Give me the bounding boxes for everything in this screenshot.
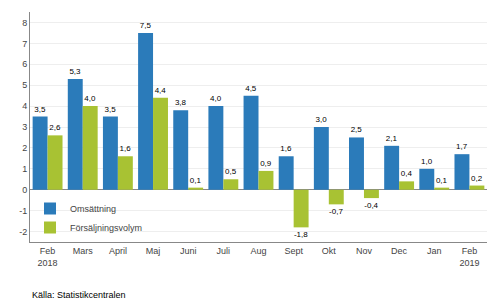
svg-text:5,3: 5,3 bbox=[69, 67, 81, 76]
svg-text:0,9: 0,9 bbox=[260, 159, 272, 168]
svg-text:-0,4: -0,4 bbox=[364, 201, 378, 210]
svg-text:Nov: Nov bbox=[356, 246, 373, 256]
svg-text:3: 3 bbox=[22, 122, 27, 132]
svg-text:0,1: 0,1 bbox=[436, 176, 448, 185]
svg-text:4,4: 4,4 bbox=[155, 86, 167, 95]
svg-text:Sept: Sept bbox=[284, 246, 303, 256]
svg-text:2,6: 2,6 bbox=[49, 123, 61, 132]
svg-text:3,5: 3,5 bbox=[105, 105, 117, 114]
svg-text:Juli: Juli bbox=[217, 246, 231, 256]
svg-text:2,1: 2,1 bbox=[386, 134, 398, 143]
svg-text:0,2: 0,2 bbox=[471, 174, 483, 183]
svg-text:Aug: Aug bbox=[250, 246, 266, 256]
svg-text:1,6: 1,6 bbox=[120, 144, 132, 153]
svg-text:Maj: Maj bbox=[146, 246, 161, 256]
svg-text:7: 7 bbox=[22, 39, 27, 49]
svg-text:Försäljningsvolym: Försäljningsvolym bbox=[70, 223, 142, 233]
svg-text:Mars: Mars bbox=[73, 246, 93, 256]
svg-text:0,4: 0,4 bbox=[401, 169, 413, 178]
svg-text:7,5: 7,5 bbox=[140, 21, 152, 30]
svg-text:2,5: 2,5 bbox=[351, 125, 363, 134]
svg-text:-1: -1 bbox=[19, 206, 27, 216]
svg-text:1,0: 1,0 bbox=[421, 157, 433, 166]
svg-text:4,0: 4,0 bbox=[84, 94, 96, 103]
svg-text:4,0: 4,0 bbox=[210, 94, 222, 103]
svg-text:-2: -2 bbox=[19, 227, 27, 237]
svg-text:0,5: 0,5 bbox=[225, 167, 237, 176]
svg-text:3,5: 3,5 bbox=[34, 105, 46, 114]
svg-text:5: 5 bbox=[22, 80, 27, 90]
svg-text:0,1: 0,1 bbox=[190, 176, 202, 185]
svg-text:Feb2019: Feb2019 bbox=[459, 246, 479, 268]
svg-text:Feb2018: Feb2018 bbox=[38, 246, 58, 268]
svg-text:1,6: 1,6 bbox=[280, 144, 292, 153]
svg-text:-1,8: -1,8 bbox=[294, 230, 308, 239]
svg-text:Okt: Okt bbox=[322, 246, 337, 256]
svg-text:-0,7: -0,7 bbox=[329, 207, 343, 216]
svg-text:0: 0 bbox=[22, 185, 27, 195]
svg-text:8: 8 bbox=[22, 18, 27, 28]
svg-text:Jan: Jan bbox=[427, 246, 442, 256]
svg-text:4,5: 4,5 bbox=[245, 84, 257, 93]
svg-text:3,0: 3,0 bbox=[316, 115, 328, 124]
svg-text:1: 1 bbox=[22, 164, 27, 174]
svg-text:3,8: 3,8 bbox=[175, 98, 187, 107]
svg-text:2: 2 bbox=[22, 143, 27, 153]
svg-text:Dec: Dec bbox=[391, 246, 408, 256]
svg-text:4: 4 bbox=[22, 101, 27, 111]
svg-text:Källa: Statistikcentralen: Källa: Statistikcentralen bbox=[32, 290, 126, 300]
svg-text:April: April bbox=[109, 246, 127, 256]
svg-text:Juni: Juni bbox=[180, 246, 197, 256]
svg-text:1,7: 1,7 bbox=[456, 142, 468, 151]
svg-text:Omsättning: Omsättning bbox=[70, 204, 116, 214]
svg-text:6: 6 bbox=[22, 59, 27, 69]
